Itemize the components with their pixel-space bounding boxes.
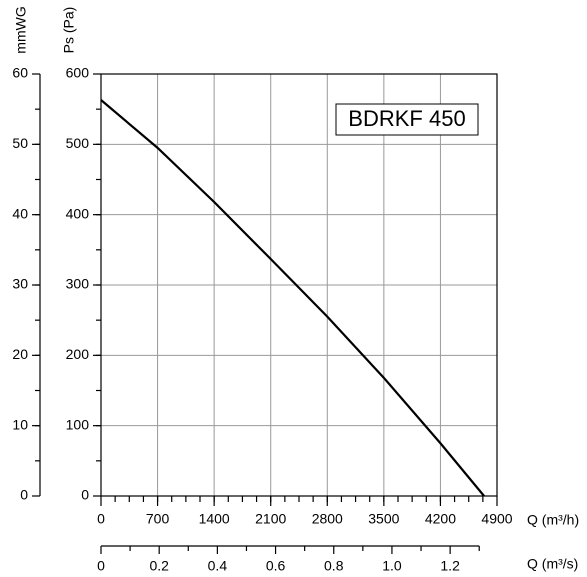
y2-tick-label: 30 — [12, 276, 28, 292]
x-tick-label: 700 — [146, 511, 170, 527]
y-axis-label: Ps (Pa) — [61, 7, 77, 54]
x-tick-label: 4200 — [425, 511, 456, 527]
x-tick-label: 0 — [97, 511, 105, 527]
x-axis-label: Q (m³/h) — [527, 512, 579, 528]
y2-tick-label: 0 — [20, 487, 28, 503]
x2-tick-label: 0.6 — [266, 558, 286, 574]
x2-tick-label: 0.2 — [149, 558, 169, 574]
curve — [100, 99, 485, 497]
y-tick-label: 200 — [66, 346, 90, 362]
y2-tick-label: 20 — [12, 346, 28, 362]
x-tick-label: 4900 — [481, 511, 512, 527]
x-tick-label: 1400 — [199, 511, 230, 527]
x-tick-label: 2100 — [255, 511, 286, 527]
y-tick-label: 300 — [66, 276, 90, 292]
y-tick-label: 400 — [66, 205, 90, 221]
y-tick-label: 500 — [66, 135, 90, 151]
plot-frame — [100, 73, 498, 497]
y2-tick-label: 40 — [12, 205, 28, 221]
y2-tick-label: 10 — [12, 416, 28, 432]
annotation-box — [335, 103, 479, 136]
x2-axis-label: Q (m³/s) — [527, 556, 578, 572]
y-tick-label: 600 — [66, 65, 90, 81]
y-tick-label: 100 — [66, 416, 90, 432]
x-tick-label: 3500 — [368, 511, 399, 527]
x2-tick-label: 0 — [97, 558, 105, 574]
annotation: BDRKF 450 — [348, 106, 465, 131]
x-tick-label: 2800 — [312, 511, 343, 527]
y2-tick-label: 50 — [12, 135, 28, 151]
x2-tick-label: 0.8 — [324, 558, 344, 574]
y-tick-label: 0 — [81, 487, 89, 503]
x2-tick-label: 0.4 — [208, 558, 228, 574]
y2-axis-label: mmWG — [13, 6, 29, 53]
x2-tick-label: 1.0 — [382, 558, 402, 574]
x2-tick-label: 1.2 — [440, 558, 460, 574]
y2-tick-label: 60 — [12, 65, 28, 81]
